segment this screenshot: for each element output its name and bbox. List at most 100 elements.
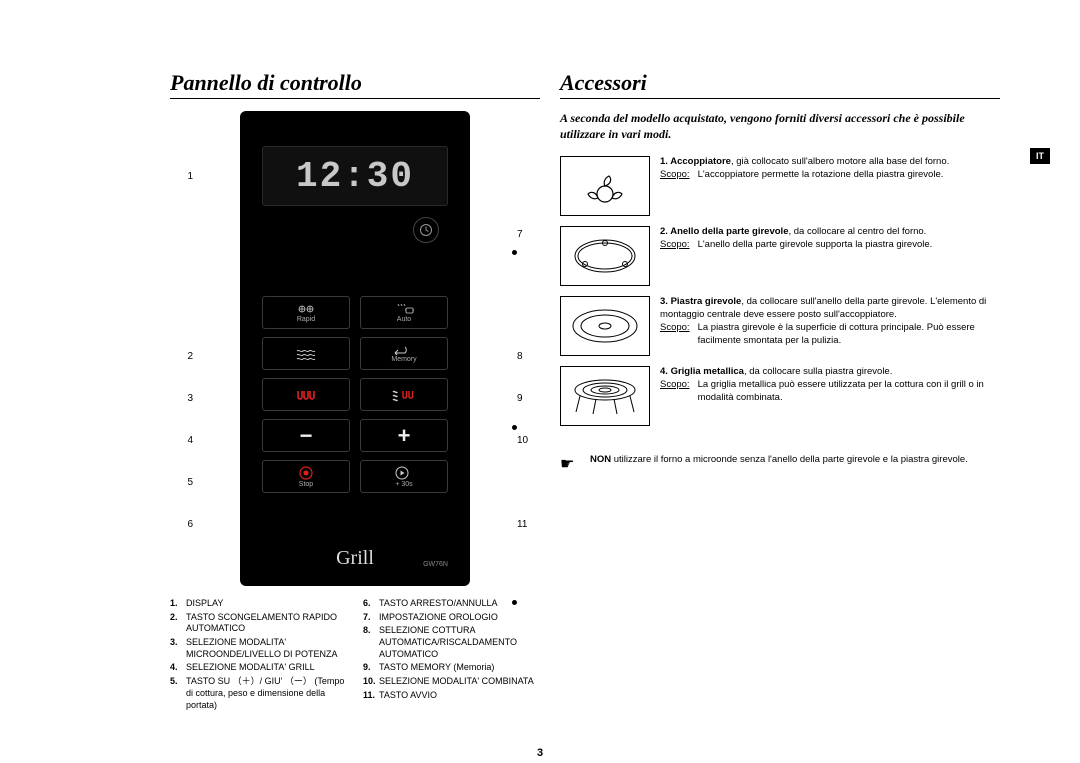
legend-num: 5. xyxy=(170,676,186,711)
scopo-label: Scopo: xyxy=(660,169,690,180)
combi-icon xyxy=(391,388,417,402)
memory-label: Memory xyxy=(391,356,416,363)
accessory-scopo: L'accoppiatore permette la rotazione del… xyxy=(698,169,944,182)
right-column: Accessori A seconda del modello acquista… xyxy=(560,70,1000,713)
callout-1: 1 xyxy=(173,171,193,182)
accessory-desc: , già collocato sull'albero motore alla … xyxy=(731,156,949,167)
legend: 1.DISPLAY 2.TASTO SCONGELAMENTO RAPIDO AU… xyxy=(170,598,540,713)
combi-button[interactable] xyxy=(360,378,448,411)
legend-item: 2.TASTO SCONGELAMENTO RAPIDO AUTOMATICO xyxy=(170,612,347,635)
stop-label: Stop xyxy=(299,481,313,488)
scopo-label: Scopo: xyxy=(660,379,690,390)
left-title: Pannello di controllo xyxy=(170,70,540,99)
display-time: 12:30 xyxy=(296,156,414,197)
clock-button[interactable] xyxy=(413,217,439,243)
scopo-label: Scopo: xyxy=(660,322,690,333)
auto-cook-button[interactable]: Auto xyxy=(360,296,448,329)
memory-button[interactable]: Memory xyxy=(360,337,448,370)
legend-num: 4. xyxy=(170,662,186,674)
thirty-label: + 30s xyxy=(395,481,412,488)
legend-num: 11. xyxy=(363,690,379,702)
left-column: Pannello di controllo 12:30 Rapid xyxy=(170,70,540,713)
legend-num: 3. xyxy=(170,637,186,660)
callout-5: 5 xyxy=(173,477,193,488)
legend-text: SELEZIONE MODALITA' MICROONDE/LIVELLO DI… xyxy=(186,637,347,660)
legend-text: DISPLAY xyxy=(186,598,347,610)
legend-item: 3.SELEZIONE MODALITA' MICROONDE/LIVELLO … xyxy=(170,637,347,660)
microwave-button[interactable] xyxy=(262,337,350,370)
grill-button[interactable] xyxy=(262,378,350,411)
accessory-num: 4. xyxy=(660,366,671,377)
legend-item: 7.IMPOSTAZIONE OROLOGIO xyxy=(363,612,540,624)
return-arrow-icon xyxy=(391,345,409,355)
rapid-defrost-button[interactable]: Rapid xyxy=(262,296,350,329)
start-30s-button[interactable]: + 30s xyxy=(360,460,448,493)
accessory-desc: , da collocare al centro del forno. xyxy=(788,226,926,237)
accessory-num: 1. xyxy=(660,156,670,167)
legend-num: 6. xyxy=(363,598,379,610)
legend-item: 11.TASTO AVVIO xyxy=(363,690,540,702)
legend-item: 9.TASTO MEMORY (Memoria) xyxy=(363,662,540,674)
accessory-row: 1. Accoppiatore, già collocato sull'albe… xyxy=(560,156,1000,216)
accessory-text: 1. Accoppiatore, già collocato sull'albe… xyxy=(660,156,1000,216)
control-panel: 12:30 Rapid xyxy=(240,111,470,586)
note: ☛ NON utilizzare il forno a microonde se… xyxy=(560,454,1000,476)
model-label: GW76N xyxy=(423,561,448,568)
right-title: Accessori xyxy=(560,70,1000,99)
accessory-name: Griglia metallica xyxy=(671,366,744,377)
accessory-image xyxy=(560,366,650,426)
accessory-scopo: La griglia metallica può essere utilizza… xyxy=(698,379,1000,405)
minus-button[interactable]: − xyxy=(262,419,350,452)
legend-num: 1. xyxy=(170,598,186,610)
accessory-image xyxy=(560,226,650,286)
callout-4: 4 xyxy=(173,435,193,446)
legend-item: 1.DISPLAY xyxy=(170,598,347,610)
callout-9: 9 xyxy=(517,393,537,404)
legend-item: 8.SELEZIONE COTTURA AUTOMATICA/RISCALDAM… xyxy=(363,625,540,660)
legend-num: 2. xyxy=(170,612,186,635)
callout-11: 11 xyxy=(517,519,537,530)
accessory-image xyxy=(560,296,650,356)
stop-icon xyxy=(299,466,313,480)
callout-3: 3 xyxy=(173,393,193,404)
waves-icon xyxy=(295,348,317,360)
plus-icon: + xyxy=(398,423,411,449)
stop-button[interactable]: Stop xyxy=(262,460,350,493)
plus-button[interactable]: + xyxy=(360,419,448,452)
auto-label: Auto xyxy=(394,316,414,323)
grill-icon xyxy=(295,388,317,402)
legend-num: 9. xyxy=(363,662,379,674)
legend-text: TASTO AVVIO xyxy=(379,690,540,702)
column-dots xyxy=(512,250,517,605)
legend-item: 4.SELEZIONE MODALITA' GRILL xyxy=(170,662,347,674)
accessory-row: 3. Piastra girevole, da collocare sull'a… xyxy=(560,296,1000,356)
accessory-name: Anello della parte girevole xyxy=(670,226,788,237)
play-icon xyxy=(395,466,409,480)
legend-num: 10. xyxy=(363,676,379,688)
legend-text: TASTO MEMORY (Memoria) xyxy=(379,662,540,674)
accessory-image xyxy=(560,156,650,216)
display: 12:30 xyxy=(262,146,448,206)
legend-text: TASTO SU （＋）/ GIU' （ー） (Tempo di cottura… xyxy=(186,676,347,711)
accessory-text: 4. Griglia metallica, da collocare sulla… xyxy=(660,366,1000,426)
snowflake-icon xyxy=(297,303,315,315)
rapid-label: Rapid xyxy=(297,316,315,323)
legend-text: SELEZIONE COTTURA AUTOMATICA/RISCALDAMEN… xyxy=(379,625,540,660)
accessory-row: 4. Griglia metallica, da collocare sulla… xyxy=(560,366,1000,426)
scopo-label: Scopo: xyxy=(660,239,690,250)
legend-item: 10.SELEZIONE MODALITA' COMBINATA xyxy=(363,676,540,688)
callout-2: 2 xyxy=(173,351,193,362)
accessory-name: Accoppiatore xyxy=(670,156,731,167)
note-text: NON utilizzare il forno a microonde senz… xyxy=(590,454,968,476)
button-grid: Rapid Auto xyxy=(262,296,448,493)
language-tab: IT xyxy=(1030,148,1050,164)
accessory-text: 3. Piastra girevole, da collocare sull'a… xyxy=(660,296,1000,356)
accessory-text: 2. Anello della parte girevole, da collo… xyxy=(660,226,1000,286)
legend-text: SELEZIONE MODALITA' COMBINATA xyxy=(379,676,540,688)
accessory-scopo: L'anello della parte girevole supporta l… xyxy=(698,239,933,252)
page-number: 3 xyxy=(0,747,1080,759)
callout-6: 6 xyxy=(173,519,193,530)
accessory-num: 2. xyxy=(660,226,670,237)
accessory-scopo: La piastra girevole è la superficie di c… xyxy=(698,322,1000,348)
legend-item: 5.TASTO SU （＋）/ GIU' （ー） (Tempo di cottu… xyxy=(170,676,347,711)
